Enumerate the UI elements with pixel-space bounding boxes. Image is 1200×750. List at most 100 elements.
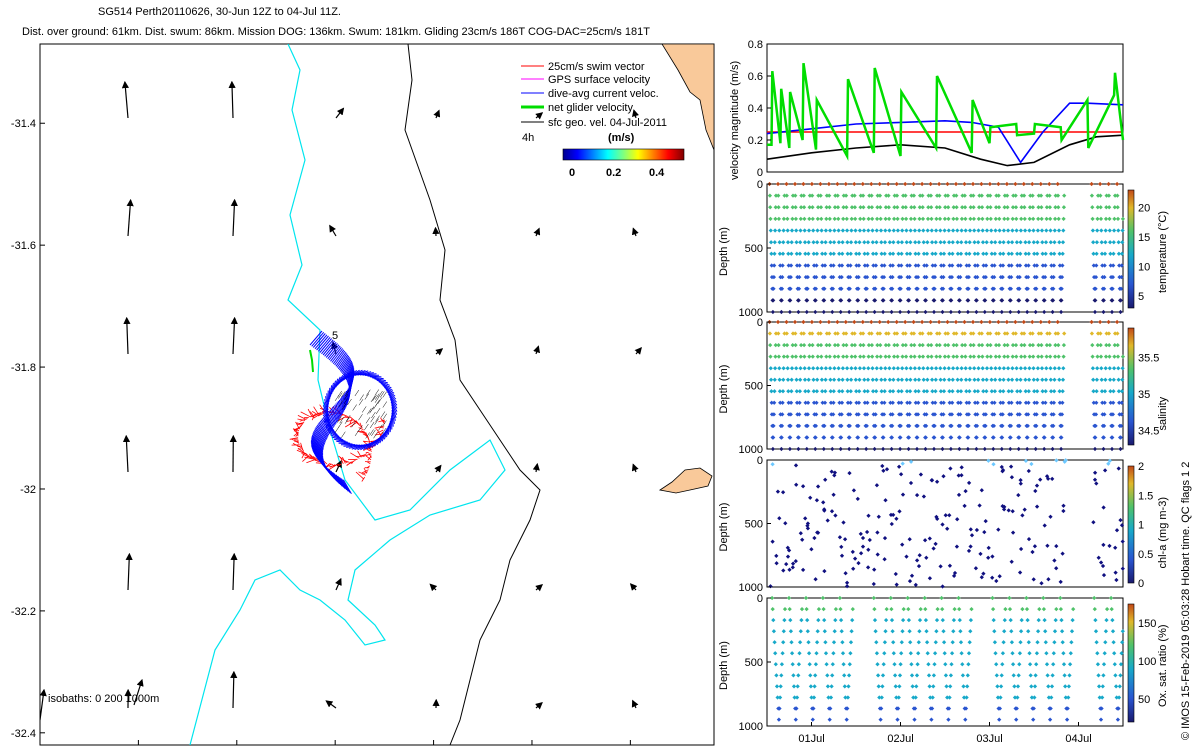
profile-point xyxy=(776,354,782,359)
sfc-velocity-arrow xyxy=(121,80,130,119)
profile-point xyxy=(957,286,963,291)
profile-point xyxy=(864,423,869,429)
sfc-velocity-arrow xyxy=(123,316,131,355)
profile-point xyxy=(912,228,918,233)
dac-vector xyxy=(374,434,384,447)
profile-point xyxy=(847,298,852,303)
profile-point xyxy=(899,640,904,645)
profile-point xyxy=(800,537,805,542)
dac-vector xyxy=(331,407,339,422)
profile-point xyxy=(857,366,863,371)
profile-point xyxy=(966,412,971,417)
profile-point xyxy=(1065,706,1070,711)
profile-point xyxy=(971,205,976,210)
profile-point xyxy=(898,423,903,429)
profile-point xyxy=(937,342,942,348)
profile-point xyxy=(818,205,824,210)
profile-point xyxy=(808,684,814,689)
profile-point xyxy=(1112,342,1117,348)
profile-point xyxy=(949,423,954,429)
swim-vector xyxy=(340,456,344,464)
profile-point xyxy=(1019,205,1024,210)
sfc-geo-vector xyxy=(377,397,383,404)
profile-point xyxy=(823,640,828,645)
profile-point xyxy=(947,563,953,568)
profile-point xyxy=(809,181,815,187)
profile-point xyxy=(871,581,876,587)
profile-point xyxy=(968,216,973,222)
profile-point xyxy=(896,251,901,256)
profile-point xyxy=(1036,342,1041,348)
sfc-geo-vector xyxy=(371,429,376,437)
profile-point xyxy=(917,354,922,359)
profile-point xyxy=(847,662,852,667)
sfc-geo-vector xyxy=(345,415,351,422)
profile-point xyxy=(776,717,782,722)
sfc-geo-vector xyxy=(382,413,388,420)
profile-point xyxy=(1112,662,1117,667)
profile-point xyxy=(833,617,838,623)
profile-point xyxy=(1098,216,1104,222)
profile-point xyxy=(1050,435,1056,440)
profile-point xyxy=(936,319,942,325)
credit-text: © IMOS 15-Feb-2019 05:03:28 Hobart time.… xyxy=(1180,461,1192,740)
swim-vector xyxy=(367,461,371,465)
colorbar-tick-label: 50 xyxy=(1138,694,1150,706)
profile-point xyxy=(843,331,849,336)
profile-point xyxy=(926,331,931,336)
profile-point xyxy=(966,298,971,303)
profile-point xyxy=(776,205,781,210)
colorbar-label: chl-a (mg m-3) xyxy=(1157,497,1169,569)
dac-vector xyxy=(311,331,325,347)
profile-point xyxy=(796,446,801,452)
colorbar-label: temperature (°C) xyxy=(1157,211,1169,293)
profile-point xyxy=(1069,640,1074,645)
profile-point xyxy=(877,331,883,336)
profile-point xyxy=(845,377,850,382)
profile-point xyxy=(933,366,939,371)
profile-point xyxy=(814,400,819,405)
profile-point xyxy=(796,673,801,678)
profile-point xyxy=(833,513,838,518)
dac-vector xyxy=(391,404,397,418)
profile-point xyxy=(964,263,969,268)
profile-point xyxy=(826,695,831,700)
profile-point xyxy=(789,228,795,233)
profile-point xyxy=(818,342,824,348)
profile-point xyxy=(901,331,906,336)
profile-point xyxy=(948,309,954,315)
profile-point xyxy=(1096,673,1101,678)
profile-point xyxy=(797,412,802,417)
profile-point xyxy=(1097,695,1102,700)
legend-label-dac: dive-avg current veloc. xyxy=(548,88,659,100)
profile-point xyxy=(1005,331,1010,336)
profile-point xyxy=(1009,412,1014,417)
profile-point xyxy=(835,342,841,348)
profile-point xyxy=(1018,240,1023,245)
profile-point xyxy=(771,298,776,303)
profile-point xyxy=(1010,216,1015,222)
isobath-1000m xyxy=(404,44,541,745)
profile-point xyxy=(845,389,850,394)
profile-frame xyxy=(766,183,1124,313)
profile-point xyxy=(781,354,787,359)
profile-point xyxy=(962,205,968,210)
profile-point xyxy=(894,319,899,325)
profile-point xyxy=(881,435,886,440)
profile-point xyxy=(1027,354,1032,359)
profile-point xyxy=(853,228,858,233)
profile-point xyxy=(873,274,878,280)
profile-point xyxy=(789,389,794,394)
profile-point xyxy=(797,640,803,645)
profile-point xyxy=(1016,435,1022,440)
profile-point xyxy=(1111,640,1116,645)
dac-vector xyxy=(312,431,325,447)
profile-point xyxy=(837,400,842,405)
profile-point xyxy=(831,400,836,405)
profile-point xyxy=(928,181,933,187)
profile-point xyxy=(1110,617,1115,623)
dac-vector xyxy=(349,369,363,378)
figure-title-line1: SG514 Perth20110626, 30-Jun 12Z to 04-Ju… xyxy=(98,6,341,18)
profile-point xyxy=(822,274,827,280)
profile-point xyxy=(928,331,934,336)
